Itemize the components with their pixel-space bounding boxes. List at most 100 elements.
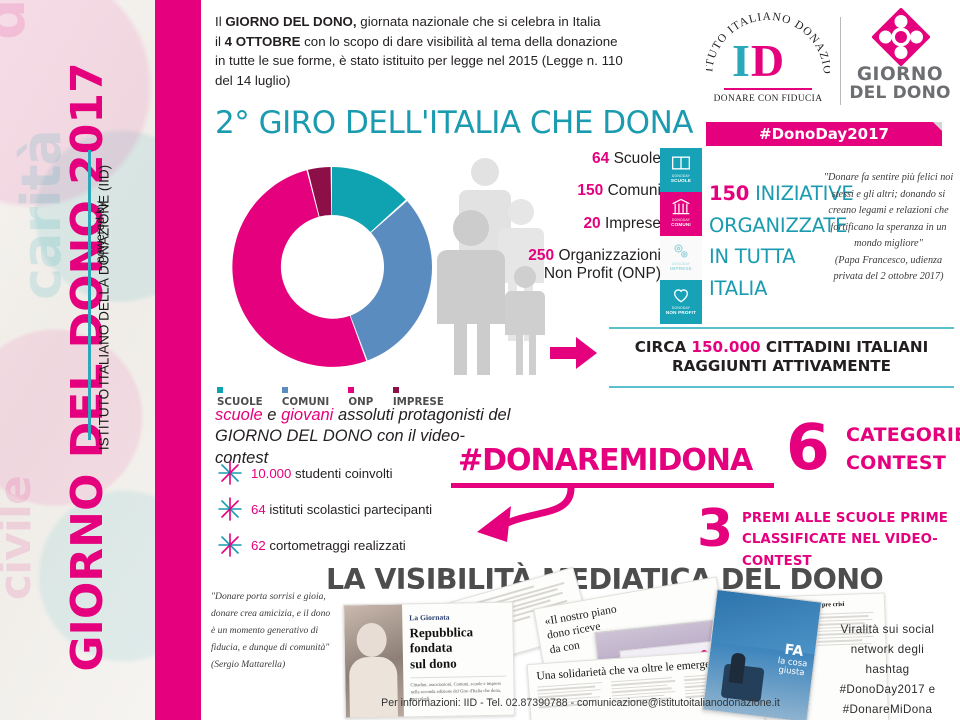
badge-comuni: DONODAY COMUNI [660, 192, 702, 236]
clip-repubblica-l2: fondata [409, 639, 453, 656]
legend-label-scuole: SCUOLE [217, 396, 263, 408]
initiatives-line2: ORGANIZZATE [709, 213, 848, 237]
badge-name-imprese: IMPRESE [669, 266, 693, 271]
prizes-text: PREMI ALLE SCUOLE PRIME CLASSIFICATE NEL… [742, 508, 960, 572]
right-arrow-icon [550, 336, 598, 370]
intro-l1-pre: Il [215, 14, 226, 29]
virality-line5: #DonareMiDona [842, 702, 933, 716]
stat-value-scuole: 64 [592, 150, 610, 167]
main-content: Il GIORNO DEL DONO, giornata nazionale c… [201, 0, 960, 720]
banner-rule-bottom [609, 386, 954, 388]
badge-name-scuole: SCUOLE [670, 178, 692, 183]
logo-separator [840, 17, 841, 105]
category-badge-strip: DONODAY SCUOLE DONODAY COMUNI DONODAY IM… [660, 148, 702, 324]
stat-label-imprese: Imprese [605, 214, 661, 232]
star-icon [217, 460, 243, 486]
stat-value-onp: 250 [528, 246, 555, 264]
badge-name-nonprofit: NON PROFIT [665, 310, 697, 315]
virality-line2: network degli [850, 642, 925, 656]
stat-imprese: 20 Imprese [456, 215, 661, 233]
sidebar-title-wrap: GIORNO DEL DONO 2017 powered by ISTITUTO… [0, 0, 155, 720]
sidebar-divider [88, 150, 91, 440]
bullet-institutes-label: istituti scolastici partecipanti [269, 501, 433, 517]
virality-note: Viralità sui social network degli hashta… [815, 620, 960, 720]
hashtag-donaremidona: #DONAREMIDONA [458, 443, 753, 478]
organization-label: ISTITUTO ITALIANO DELLA DONAZIONE (IID) [96, 164, 112, 451]
stat-onp: 250 Organizzazioni Non Profit (ONP) [456, 247, 661, 284]
pope-quote-attribution: (Papa Francesco, udienza privata del 2 o… [833, 254, 944, 283]
iid-rule [724, 88, 812, 90]
banner-line2: RAGGIUNTI ATTIVAMENTE [671, 357, 892, 375]
banner-post: CITTADINI ITALIANI [760, 338, 929, 356]
schools-word-scuole: scuole [215, 406, 263, 424]
intro-paragraph: Il GIORNO DEL DONO, giornata nazionale c… [215, 12, 695, 90]
virality-line3: hashtag [865, 662, 910, 676]
categories-text: CATEGORIE CONTEST [846, 422, 960, 477]
stat-comuni: 150 Comuni [456, 182, 661, 200]
badge-top-nonprofit: DONODAY [671, 306, 691, 310]
intro-l1-bold: GIORNO DEL DONO, [225, 14, 357, 29]
pope-quote: "Donare fa sentire più felici noi stessi… [821, 170, 956, 286]
chart-legend: SCUOLE COMUNI ONP IMPRESE [217, 384, 452, 408]
mattarella-quote-attribution: (Sergio Mattarella) [211, 659, 286, 671]
bullet-students-text: 10.000 studenti coinvolti [251, 466, 393, 481]
stat-scuole: 64 Scuole [456, 150, 661, 168]
stat-label-scuole: Scuole [613, 150, 661, 167]
banner-rule-top [609, 327, 954, 329]
badge-non-profit: DONODAY NON PROFIT [660, 280, 702, 324]
stat-value-comuni: 150 [577, 182, 604, 200]
legend-swatch-scuole [217, 387, 223, 393]
badge-top-scuole: DONODAY [671, 174, 691, 178]
prizes-line2: CLASSIFICATE NEL VIDEO-CONTEST [742, 532, 938, 569]
legend-label-comuni: COMUNI [281, 396, 330, 408]
legend-label-onp: ONP [348, 396, 374, 408]
clip-repubblica-l3: sul dono [409, 655, 457, 671]
legend-item-imprese: IMPRESE [392, 384, 452, 408]
initiatives-line3: IN TUTTA ITALIA [709, 245, 796, 300]
giorno-del-dono-logo: GIORNO DEL DONO [848, 6, 952, 116]
bullet-students: 10.000 studenti coinvolti [217, 455, 507, 491]
schools-intro: scuole e giovani assoluti protagonisti d… [215, 405, 515, 469]
bullet-students-label: studenti coinvolti [295, 465, 393, 481]
diamond-flower-icon [871, 7, 931, 67]
initiatives-block: 150 INIZIATIVE ORGANIZZATE IN TUTTA ITAL… [709, 178, 859, 304]
people-silhouettes-icon [433, 150, 563, 375]
categories-line2: CONTEST [846, 451, 946, 474]
mattarella-quote-text: "Donare porta sorrisi e gioia, donare cr… [211, 591, 331, 654]
clip-repubblica-l1: Repubblica [409, 624, 474, 641]
hashtag-bar: #DonoDay2017 [706, 122, 942, 146]
bullet-institutes: 64 istituti scolastici partecipanti [217, 491, 507, 527]
donut-chart [217, 155, 447, 380]
virality-line1: Viralità sui social [840, 623, 935, 636]
intro-l1-post: giornata nazionale che si celebra in Ita… [356, 14, 601, 29]
logo-row: ISTITUTO ITALIANO DONAZIONE ID DONARE CO… [698, 1, 956, 116]
intro-l3: in tutte le sue forme, è stato istituito… [215, 53, 623, 69]
citizens-banner: CIRCA 150.000 CITTADINI ITALIANI RAGGIUN… [609, 327, 954, 388]
initiatives-number: 150 [709, 182, 750, 205]
pope-quote-text: "Donare fa sentire più felici noi stessi… [823, 172, 954, 250]
gdd-line2: DEL DONO [849, 82, 951, 103]
logo-block: ISTITUTO ITALIANO DONAZIONE ID DONARE CO… [698, 1, 956, 156]
badge-imprese: DONODAY IMPRESE [660, 236, 702, 280]
legend-item-comuni: COMUNI [281, 384, 338, 408]
bullet-shortfilms: 62 cortometraggi realizzati [217, 527, 507, 563]
prizes-number: 3 [697, 499, 734, 559]
categories-number: 6 [786, 411, 830, 484]
mattarella-quote: "Donare porta sorrisi e gioia, donare cr… [211, 588, 331, 673]
footer-contact: Per informazioni: IID - Tel. 02.87390788… [381, 697, 780, 709]
bullet-shortfilms-value: 62 [251, 537, 266, 553]
gdd-wordmark: GIORNO DEL DONO [848, 65, 952, 103]
iid-letters: ID [732, 34, 785, 87]
heart-icon [671, 285, 691, 304]
clip-repubblica-headline: Repubblica fondata sul dono [409, 624, 506, 672]
star-icon [217, 532, 243, 558]
badge-scuole: DONODAY SCUOLE [660, 148, 702, 192]
curved-arrow-icon [475, 484, 585, 548]
bullet-institutes-value: 64 [251, 501, 266, 517]
bullet-institutes-text: 64 istituti scolastici partecipanti [251, 502, 432, 517]
intro-l2-post: con lo scopo di dare visibilità al tema … [300, 33, 618, 49]
banner-highlight: 150.000 [691, 338, 761, 356]
intro-l2-bold: 4 OTTOBRE [224, 33, 301, 49]
building-icon [671, 197, 691, 216]
